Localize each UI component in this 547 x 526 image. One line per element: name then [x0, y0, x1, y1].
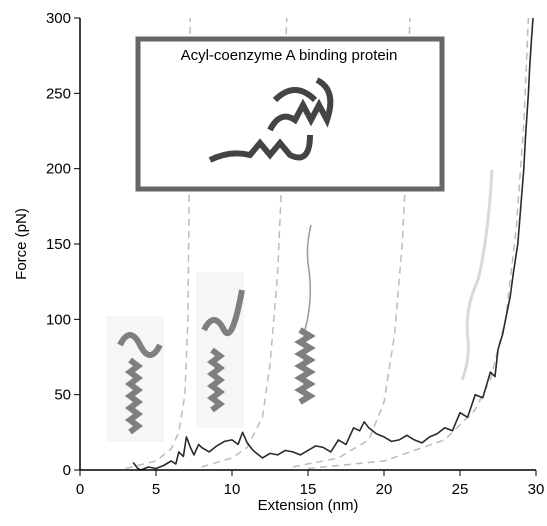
- fit-curve: [292, 17, 411, 468]
- y-axis-label: Force (pN): [13, 208, 30, 280]
- y-tick-label: 100: [46, 311, 71, 328]
- protein: [294, 327, 316, 405]
- x-axis-label: Extension (nm): [258, 497, 359, 514]
- x-tick-label: 10: [224, 481, 241, 498]
- fit-curve: [125, 17, 191, 470]
- x-tick-label: 0: [76, 481, 84, 498]
- y-tick-label: 0: [63, 462, 71, 479]
- y-tick-label: 150: [46, 236, 71, 253]
- protein: [117, 332, 163, 435]
- x-tick-label: 20: [376, 481, 393, 498]
- x-tick-label: 15: [300, 481, 317, 498]
- protein: [460, 169, 494, 381]
- fit-curve: [307, 17, 530, 470]
- protein: [304, 224, 312, 331]
- protein: [201, 289, 245, 413]
- y-tick-label: 250: [46, 85, 71, 102]
- y-tick-label: 50: [54, 387, 71, 404]
- x-tick-label: 5: [152, 481, 160, 498]
- inset-protein: [208, 77, 334, 163]
- y-tick-label: 300: [46, 10, 71, 27]
- x-tick-label: 30: [528, 481, 545, 498]
- protein-images: [106, 169, 494, 442]
- force-trace: [132, 17, 534, 471]
- inset-frame: [135, 36, 445, 192]
- inset-title: Acyl-coenzyme A binding protein: [181, 47, 398, 64]
- y-tick-label: 200: [46, 161, 71, 178]
- x-tick-label: 25: [452, 481, 469, 498]
